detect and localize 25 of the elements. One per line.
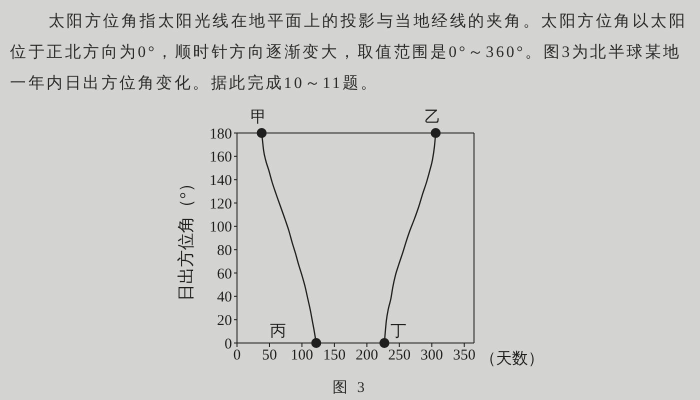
x-tick-label: 50 bbox=[262, 348, 277, 364]
y-tick-label: 80 bbox=[217, 242, 232, 259]
x-tick-label: 200 bbox=[356, 348, 378, 364]
y-tick-label: 140 bbox=[210, 172, 232, 189]
y-tick-label: 100 bbox=[210, 220, 232, 236]
y-tick-label: 160 bbox=[210, 150, 232, 166]
y-tick-label: 180 bbox=[210, 126, 232, 142]
x-tick-label: 250 bbox=[388, 348, 411, 364]
x-axis-title: （天数） bbox=[480, 350, 544, 368]
y-axis-title: 日出方位角（°） bbox=[176, 175, 196, 301]
annotation: 甲 bbox=[250, 109, 267, 126]
y-tick-label: 0 bbox=[224, 336, 232, 352]
y-tick-label: 120 bbox=[210, 196, 232, 212]
annotation: 丙 bbox=[270, 323, 286, 340]
y-tick-label: 60 bbox=[217, 266, 232, 282]
caption: 图 3 bbox=[332, 379, 368, 397]
annotation: 丁 bbox=[390, 323, 406, 340]
x-tick-label: 350 bbox=[453, 348, 476, 364]
y-tick-label: 20 bbox=[217, 312, 232, 329]
y-tick-label: 40 bbox=[217, 290, 232, 306]
x-tick-label: 300 bbox=[420, 348, 444, 364]
text: 太阳方位角指太阳光线在地平面上的投影与当地经线的夹角。太阳方位角以太阳位于正北方向为0°，顺时针方向逐渐变大，取值范围是0°～360°。图3为北半球某地一年内日出方位角变化。据此完成10～11题。 bbox=[10, 12, 688, 94]
x-tick-label: 150 bbox=[323, 348, 346, 364]
x-tick-label: 100 bbox=[290, 348, 314, 364]
annotation: 乙 bbox=[424, 109, 441, 126]
